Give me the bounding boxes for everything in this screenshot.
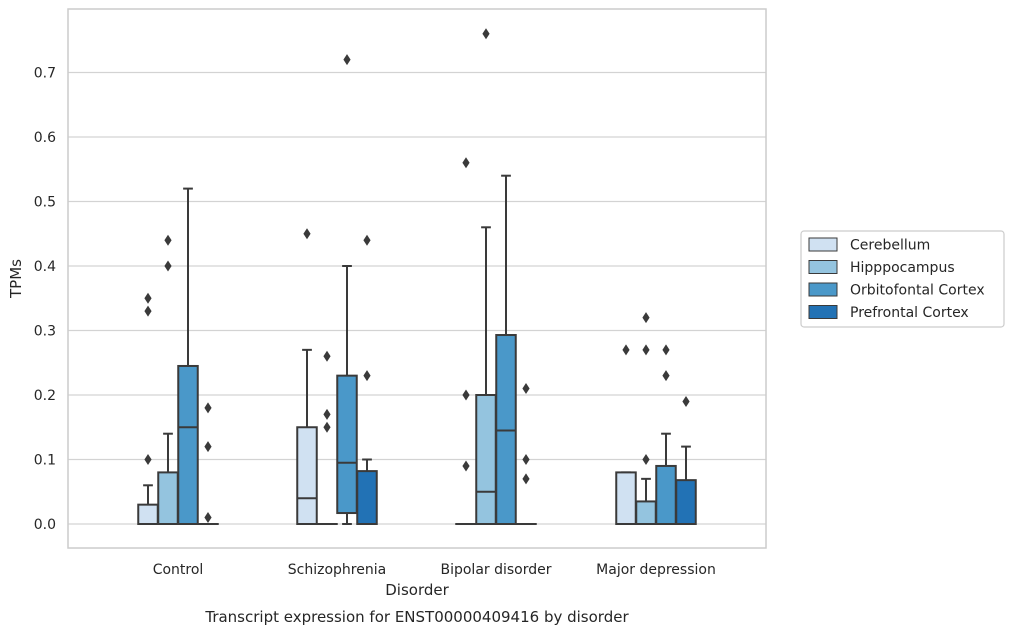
y-axis-label: TPMs bbox=[7, 259, 25, 299]
box-orbitofontal-cortex bbox=[336, 54, 358, 525]
legend-swatch bbox=[808, 260, 838, 274]
outlier-point bbox=[144, 292, 152, 304]
outlier-point bbox=[204, 512, 212, 524]
legend-label: Orbitofontal Cortex bbox=[850, 283, 985, 299]
box-cerebellum bbox=[137, 292, 159, 525]
outlier-point bbox=[522, 383, 530, 395]
outlier-point bbox=[363, 370, 371, 382]
box-body bbox=[356, 470, 378, 525]
outlier-point bbox=[363, 234, 371, 246]
outlier-point bbox=[303, 228, 311, 240]
outlier-point bbox=[343, 54, 351, 66]
legend-swatch bbox=[808, 282, 838, 297]
box-groups bbox=[137, 28, 697, 526]
box-prefrontal-cortex bbox=[675, 395, 697, 526]
y-tick-label: 0.3 bbox=[34, 324, 56, 340]
outlier-point bbox=[482, 28, 490, 40]
legend-frame bbox=[800, 230, 1005, 328]
box-prefrontal-cortex bbox=[515, 383, 537, 526]
box-body bbox=[137, 503, 159, 525]
y-tick-label: 0.4 bbox=[34, 259, 56, 275]
outlier-point bbox=[164, 234, 172, 246]
box-body bbox=[296, 426, 318, 525]
outlier-point bbox=[323, 408, 331, 420]
y-tick-labels: 0.0 0.1 0.2 0.3 0.4 0.5 0.6 0.7 bbox=[34, 66, 56, 534]
box-hipppocampus bbox=[635, 312, 657, 525]
outlier-point bbox=[522, 454, 530, 465]
legend-swatch bbox=[808, 237, 838, 252]
outlier-point bbox=[662, 344, 670, 356]
x-tick-label: Schizophrenia bbox=[288, 562, 386, 578]
plot-frame bbox=[67, 8, 767, 549]
outlier-point bbox=[642, 344, 650, 356]
legend-label: Prefrontal Cortex bbox=[850, 305, 969, 321]
y-tick-label: 0.7 bbox=[34, 66, 56, 82]
legend-swatch bbox=[808, 305, 838, 319]
outlier-point bbox=[323, 421, 331, 433]
box-hipppocampus bbox=[475, 28, 497, 525]
box-body bbox=[655, 464, 677, 526]
x-tick-labels: Control Schizophrenia Bipolar disorder Majo… bbox=[153, 562, 716, 578]
outlier-point bbox=[204, 441, 212, 453]
x-tick-label: Control bbox=[153, 562, 204, 578]
box-body bbox=[177, 364, 199, 525]
outlier-point bbox=[642, 454, 650, 465]
y-tick-label: 0.0 bbox=[34, 517, 56, 533]
y-tick-label: 0.2 bbox=[34, 388, 56, 404]
box-hipppocampus bbox=[157, 234, 179, 525]
outlier-point bbox=[522, 473, 530, 485]
x-tick-label: Major depression bbox=[596, 562, 716, 578]
outlier-point bbox=[462, 389, 470, 401]
box-orbitofontal-cortex bbox=[495, 174, 517, 526]
x-tick-label: Bipolar disorder bbox=[440, 562, 551, 578]
box-orbitofontal-cortex bbox=[655, 344, 677, 526]
legend-label: Cerebellum bbox=[850, 238, 930, 254]
outlier-point bbox=[323, 350, 331, 362]
box-body bbox=[635, 500, 657, 525]
box-orbitofontal-cortex bbox=[177, 187, 199, 525]
outlier-point bbox=[682, 395, 690, 407]
y-tick-label: 0.5 bbox=[34, 195, 56, 211]
box-cerebellum bbox=[615, 344, 637, 525]
x-axis-label: Disorder bbox=[385, 581, 449, 599]
box-body bbox=[615, 471, 637, 525]
outlier-point bbox=[144, 305, 152, 317]
gridlines bbox=[68, 71, 766, 525]
legend: Cerebellum Hipppocampus Orbitofontal Corte… bbox=[800, 230, 1005, 328]
box-hipppocampus bbox=[316, 350, 338, 526]
figure-caption: Transcript expression for ENST0000040941… bbox=[204, 608, 629, 626]
box-body bbox=[475, 394, 497, 525]
outlier-point bbox=[642, 312, 650, 324]
outlier-point bbox=[204, 402, 212, 414]
box-body bbox=[675, 479, 697, 526]
box-cerebellum bbox=[455, 157, 477, 526]
y-tick-label: 0.6 bbox=[34, 130, 56, 146]
box-body bbox=[336, 374, 358, 515]
box-body bbox=[157, 471, 179, 525]
outlier-point bbox=[164, 260, 172, 272]
outlier-point bbox=[622, 344, 630, 356]
box-prefrontal-cortex bbox=[197, 402, 219, 526]
y-tick-label: 0.1 bbox=[34, 453, 56, 469]
box-prefrontal-cortex bbox=[356, 234, 378, 525]
box-cerebellum bbox=[296, 228, 318, 525]
outlier-point bbox=[144, 454, 152, 465]
outlier-point bbox=[662, 370, 670, 382]
legend-label: Hipppocampus bbox=[850, 260, 955, 276]
outlier-point bbox=[462, 157, 470, 169]
outlier-point bbox=[462, 460, 470, 472]
